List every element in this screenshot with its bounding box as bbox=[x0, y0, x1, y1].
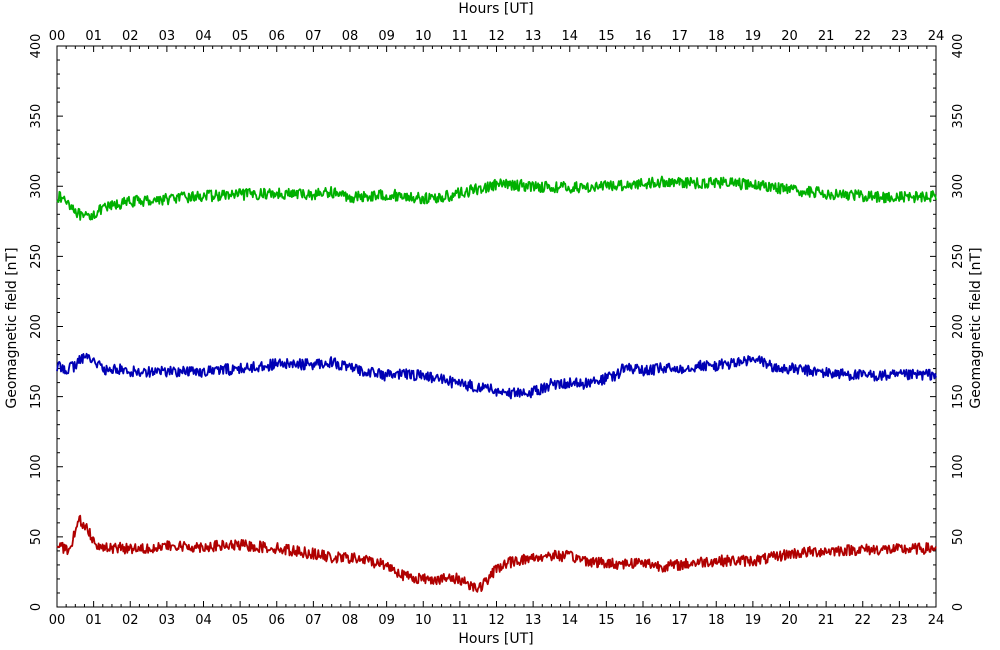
y-tick-label-left: 300 bbox=[29, 174, 44, 199]
x-tick-label-bottom: 11 bbox=[452, 613, 469, 628]
x-tick-label-bottom: 24 bbox=[928, 613, 945, 628]
x-tick-label-top: 09 bbox=[378, 29, 395, 44]
x-tick-label-bottom: 00 bbox=[49, 613, 66, 628]
x-tick-label-top: 21 bbox=[818, 29, 835, 44]
right-axis-title: Geomagnetic field [nT] bbox=[968, 247, 984, 408]
x-tick-label-bottom: 18 bbox=[708, 613, 725, 628]
x-tick-label-bottom: 09 bbox=[378, 613, 395, 628]
x-tick-label-top: 17 bbox=[671, 29, 688, 44]
y-tick-label-left: 400 bbox=[29, 34, 44, 59]
x-tick-label-top: 23 bbox=[891, 29, 908, 44]
x-tick-label-top: 05 bbox=[232, 29, 249, 44]
x-tick-label-bottom: 08 bbox=[342, 613, 359, 628]
x-tick-label-top: 06 bbox=[268, 29, 285, 44]
x-tick-label-top: 24 bbox=[928, 29, 945, 44]
x-tick-label-top: 22 bbox=[854, 29, 871, 44]
x-tick-label-bottom: 10 bbox=[415, 613, 432, 628]
y-tick-label-right: 50 bbox=[951, 529, 966, 546]
y-tick-label-left: 100 bbox=[29, 454, 44, 479]
x-tick-label-bottom: 23 bbox=[891, 613, 908, 628]
axis-ticks bbox=[56, 45, 937, 608]
series-line-3 bbox=[56, 514, 937, 593]
axis-tick-labels: 0000010102020303040405050606070708080909… bbox=[29, 29, 966, 628]
series-lines bbox=[56, 175, 937, 593]
y-tick-label-left: 0 bbox=[29, 603, 44, 611]
y-tick-label-right: 400 bbox=[951, 34, 966, 59]
x-tick-label-top: 08 bbox=[342, 29, 359, 44]
y-tick-label-left: 150 bbox=[29, 384, 44, 409]
y-tick-label-left: 200 bbox=[29, 314, 44, 339]
y-tick-label-right: 150 bbox=[951, 384, 966, 409]
x-tick-label-top: 07 bbox=[305, 29, 322, 44]
x-tick-label-top: 01 bbox=[85, 29, 102, 44]
series-line-1 bbox=[56, 175, 937, 221]
x-tick-label-top: 18 bbox=[708, 29, 725, 44]
x-tick-label-top: 00 bbox=[49, 29, 66, 44]
bottom-axis-title: Hours [UT] bbox=[458, 631, 533, 647]
x-tick-label-bottom: 15 bbox=[598, 613, 615, 628]
y-tick-label-right: 100 bbox=[951, 454, 966, 479]
x-tick-label-top: 14 bbox=[561, 29, 578, 44]
x-tick-label-bottom: 03 bbox=[159, 613, 176, 628]
x-tick-label-top: 13 bbox=[525, 29, 542, 44]
series-line-2 bbox=[56, 352, 937, 400]
x-tick-label-bottom: 21 bbox=[818, 613, 835, 628]
x-tick-label-bottom: 04 bbox=[195, 613, 212, 628]
x-tick-label-bottom: 20 bbox=[781, 613, 798, 628]
x-tick-label-bottom: 05 bbox=[232, 613, 249, 628]
y-tick-label-left: 250 bbox=[29, 244, 44, 269]
plot-frame bbox=[56, 45, 937, 608]
x-tick-label-bottom: 16 bbox=[635, 613, 652, 628]
y-tick-label-right: 200 bbox=[951, 314, 966, 339]
x-tick-label-bottom: 17 bbox=[671, 613, 688, 628]
y-tick-label-left: 350 bbox=[29, 104, 44, 129]
y-tick-label-right: 0 bbox=[951, 603, 966, 611]
x-tick-label-top: 16 bbox=[635, 29, 652, 44]
x-tick-label-bottom: 19 bbox=[745, 613, 762, 628]
x-tick-label-bottom: 12 bbox=[488, 613, 505, 628]
y-tick-label-right: 350 bbox=[951, 104, 966, 129]
x-tick-label-bottom: 07 bbox=[305, 613, 322, 628]
x-tick-label-top: 10 bbox=[415, 29, 432, 44]
x-tick-label-top: 20 bbox=[781, 29, 798, 44]
x-tick-label-top: 19 bbox=[745, 29, 762, 44]
x-tick-label-bottom: 13 bbox=[525, 613, 542, 628]
y-tick-label-left: 50 bbox=[29, 529, 44, 546]
x-tick-label-top: 11 bbox=[452, 29, 469, 44]
x-tick-label-bottom: 02 bbox=[122, 613, 139, 628]
top-axis-title: Hours [UT] bbox=[458, 1, 533, 17]
x-tick-label-top: 15 bbox=[598, 29, 615, 44]
x-tick-label-top: 12 bbox=[488, 29, 505, 44]
x-tick-label-top: 03 bbox=[159, 29, 176, 44]
left-axis-title: Geomagnetic field [nT] bbox=[4, 247, 20, 408]
x-tick-label-bottom: 14 bbox=[561, 613, 578, 628]
y-tick-label-right: 250 bbox=[951, 244, 966, 269]
y-tick-label-right: 300 bbox=[951, 174, 966, 199]
x-tick-label-bottom: 22 bbox=[854, 613, 871, 628]
x-tick-label-top: 04 bbox=[195, 29, 212, 44]
x-tick-label-bottom: 06 bbox=[268, 613, 285, 628]
x-tick-label-top: 02 bbox=[122, 29, 139, 44]
x-tick-label-bottom: 01 bbox=[85, 613, 102, 628]
